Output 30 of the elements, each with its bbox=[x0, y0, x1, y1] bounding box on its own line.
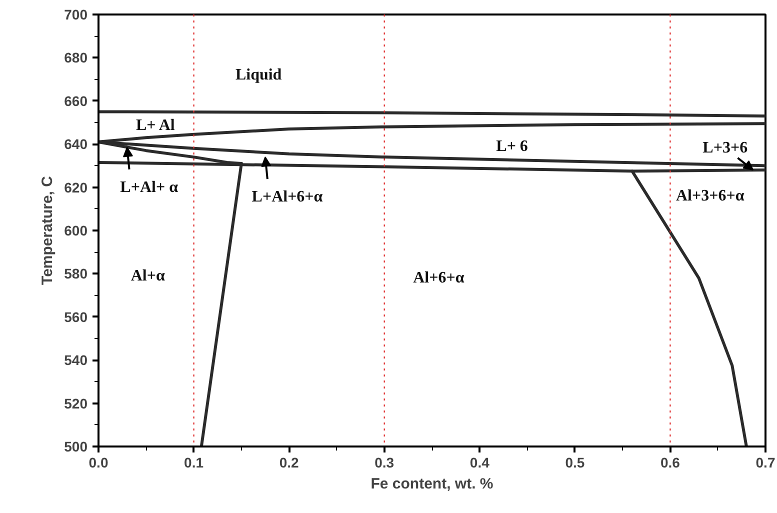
x-tick-label: 0.3 bbox=[374, 454, 394, 470]
y-tick-label: 540 bbox=[64, 352, 88, 368]
annotation: Al+3+6+α bbox=[676, 187, 744, 204]
y-tick-label: 560 bbox=[64, 308, 88, 325]
x-tick-label: 0.5 bbox=[565, 454, 585, 470]
x-tick-label: 0.7 bbox=[756, 454, 776, 470]
x-tick-label: 0.0 bbox=[88, 454, 108, 470]
y-tick-label: 600 bbox=[64, 222, 88, 238]
annotation: Liquid bbox=[235, 66, 282, 84]
y-tick-label: 680 bbox=[64, 50, 88, 66]
annotation: Al+6+α bbox=[413, 270, 464, 287]
y-tick-label: 500 bbox=[64, 438, 88, 454]
annotation: L+3+6 bbox=[702, 140, 748, 157]
y-tick-label: 700 bbox=[64, 6, 88, 22]
x-tick-label: 0.2 bbox=[279, 454, 300, 470]
x-tick-label: 0.1 bbox=[184, 454, 204, 470]
y-tick-label: 520 bbox=[64, 395, 88, 412]
annotation: L+ Al bbox=[136, 117, 176, 134]
annotation: Al+α bbox=[130, 267, 165, 284]
x-tick-label: 0.4 bbox=[470, 454, 490, 470]
y-tick-label: 620 bbox=[64, 179, 88, 196]
annotation: L+Al+6+α bbox=[252, 188, 323, 206]
y-tick-label: 660 bbox=[64, 92, 88, 109]
y-tick-label: 580 bbox=[64, 266, 88, 282]
x-axis-title: Fe content, wt. % bbox=[370, 476, 494, 492]
x-tick-label: 0.6 bbox=[660, 454, 680, 470]
annotation: L+ 6 bbox=[496, 138, 528, 155]
y-axis-title: Temperature, C bbox=[39, 176, 56, 285]
annotation: L+Al+ α bbox=[120, 178, 178, 196]
y-tick-label: 640 bbox=[64, 136, 88, 152]
